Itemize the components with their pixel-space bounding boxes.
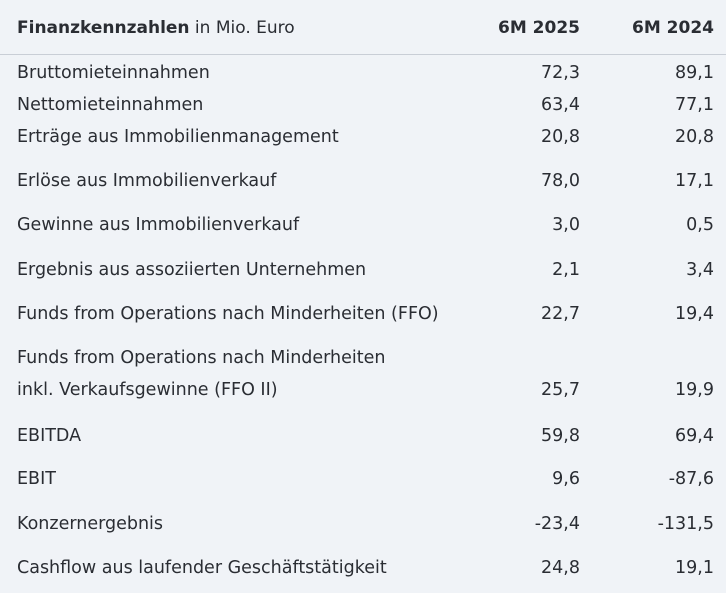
row-value-2024: -87,6 — [668, 469, 714, 489]
row-value-2025: 72,3 — [541, 63, 580, 83]
column-header-6m-2025: 6M 2025 — [498, 18, 580, 38]
row-value-2025: 20,8 — [541, 127, 580, 147]
row-value-2024: 19,1 — [675, 558, 714, 578]
row-label-line-2: inkl. Verkaufsgewinne (FFO II) — [17, 380, 278, 400]
row-value-2025: 22,7 — [541, 304, 580, 324]
row-value-2024: 69,4 — [675, 426, 714, 446]
row-label: Nettomieteinnahmen — [17, 95, 204, 115]
row-value-2025: 3,0 — [552, 215, 580, 235]
row-value-2025: 24,8 — [541, 558, 580, 578]
row-label: EBITDA — [17, 426, 82, 446]
row-value-2025: 2,1 — [552, 260, 580, 280]
table-title: Finanzkennzahlen in Mio. Euro — [17, 18, 295, 38]
column-header-6m-2024: 6M 2024 — [632, 18, 714, 38]
row-label: Ergebnis aus assoziierten Unternehmen — [17, 260, 367, 280]
row-value-2024: 89,1 — [675, 63, 714, 83]
row-value-2024: 77,1 — [675, 95, 714, 115]
row-value-2024: -131,5 — [657, 514, 714, 534]
row-label: Erträge aus Immobilienmanagement — [17, 127, 339, 147]
table-header: Finanzkennzahlen in Mio. Euro 6M 2025 6M… — [0, 0, 726, 55]
row-value-2025: 63,4 — [541, 95, 580, 115]
row-value-2025: -23,4 — [534, 514, 580, 534]
row-value-2024: 20,8 — [675, 127, 714, 147]
row-value-2025: 78,0 — [541, 171, 580, 191]
table-title-bold: Finanzkennzahlen — [17, 18, 190, 38]
row-label-line-1: Funds from Operations nach Minderheiten — [17, 348, 386, 368]
row-label: Cashflow aus laufender Geschäftstätigkei… — [17, 558, 387, 578]
row-label: EBIT — [17, 469, 56, 489]
row-label: Funds from Operations nach Minderheiten … — [17, 304, 439, 324]
row-value-2024: 19,4 — [675, 304, 714, 324]
row-value-2024: 17,1 — [675, 171, 714, 191]
row-label: Bruttomieteinnahmen — [17, 63, 210, 83]
row-value-2025: 9,6 — [552, 469, 580, 489]
row-value-2024: 3,4 — [686, 260, 714, 280]
row-value-2025: 59,8 — [541, 426, 580, 446]
row-label: Erlöse aus Immobilienverkauf — [17, 171, 277, 191]
table-title-unit: in Mio. Euro — [189, 18, 295, 38]
row-value-2024: 19,9 — [675, 380, 714, 400]
row-value-2025: 25,7 — [541, 380, 580, 400]
row-label: Gewinne aus Immobilienverkauf — [17, 215, 300, 235]
row-label: Konzernergebnis — [17, 514, 164, 534]
row-value-2024: 0,5 — [686, 215, 714, 235]
